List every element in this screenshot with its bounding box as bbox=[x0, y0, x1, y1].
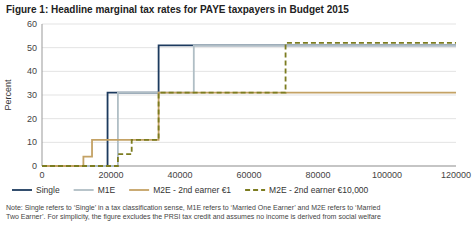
grid-line bbox=[42, 71, 456, 72]
x-tick-label: 120000 bbox=[441, 170, 471, 180]
note: Note: Single refers to ‘Single’ in a tax… bbox=[6, 204, 381, 221]
x-tick-label: 40000 bbox=[167, 170, 192, 180]
legend-label: M2E - 2nd earner €10,000 bbox=[269, 185, 369, 195]
x-tick-label: 60000 bbox=[236, 170, 261, 180]
series-line bbox=[42, 93, 456, 166]
legend-label: Single bbox=[36, 185, 60, 195]
grid-line bbox=[42, 95, 456, 96]
series-line bbox=[42, 45, 456, 166]
x-tick-label: 0 bbox=[39, 170, 44, 180]
x-tick-label: 80000 bbox=[305, 170, 330, 180]
y-tick-label: 50 bbox=[27, 43, 37, 53]
y-axis bbox=[42, 24, 43, 166]
legend-swatch bbox=[12, 189, 32, 191]
y-tick-label: 40 bbox=[27, 66, 37, 76]
y-tick-label: 0 bbox=[32, 161, 37, 171]
legend-label: M1E bbox=[98, 185, 116, 195]
grid-line bbox=[42, 142, 456, 143]
series-line bbox=[42, 45, 456, 166]
y-axis-label: Percent bbox=[3, 79, 13, 111]
y-tick-label: 60 bbox=[27, 19, 37, 29]
x-tick-label: 100000 bbox=[372, 170, 402, 180]
grid bbox=[42, 24, 456, 166]
x-tick-label: 20000 bbox=[98, 170, 123, 180]
chart: Figure 1: Headline marginal tax rates fo… bbox=[0, 0, 474, 247]
legend: Single M1E M2E - 2nd earner €1 M2E - 2nd ea… bbox=[12, 185, 369, 195]
series-line bbox=[42, 43, 456, 166]
legend-swatch bbox=[245, 189, 265, 191]
grid-line bbox=[42, 118, 456, 119]
lines bbox=[42, 43, 456, 166]
legend-swatch bbox=[74, 189, 94, 191]
y-tick-label: 20 bbox=[27, 114, 37, 124]
legend-label: M2E - 2nd earner €1 bbox=[153, 185, 231, 195]
legend-swatch bbox=[129, 189, 149, 191]
title: Figure 1: Headline marginal tax rates fo… bbox=[6, 4, 349, 15]
y-tick-label: 10 bbox=[27, 137, 37, 147]
y-tick-label: 30 bbox=[27, 90, 37, 100]
grid-line bbox=[42, 47, 456, 48]
grid-line bbox=[42, 24, 456, 25]
